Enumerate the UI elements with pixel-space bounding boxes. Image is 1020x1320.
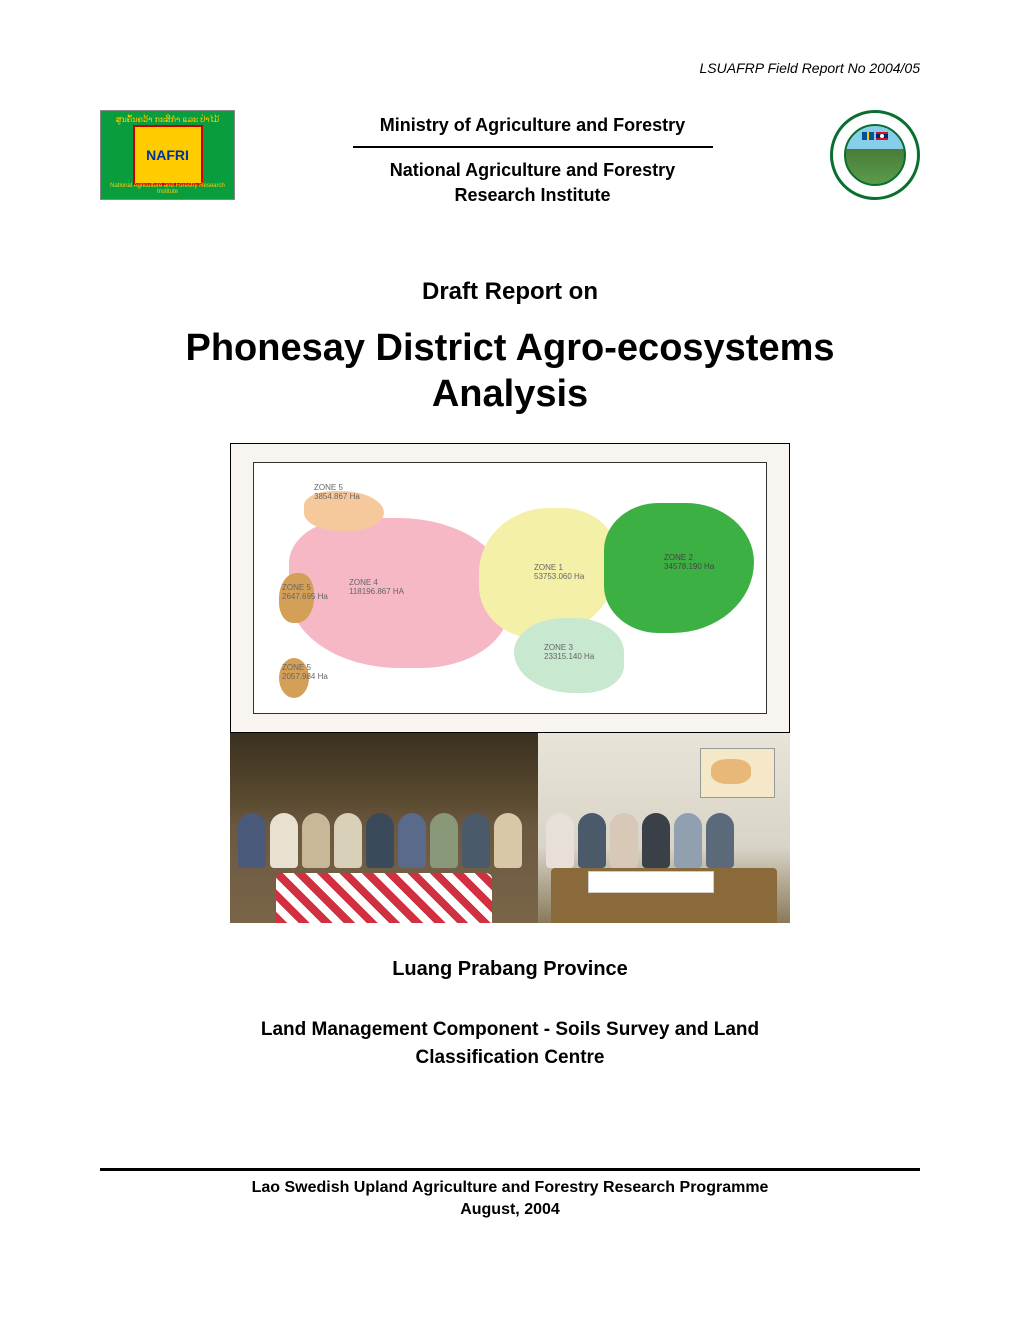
footer-divider bbox=[100, 1168, 920, 1171]
programme-name: Lao Swedish Upland Agriculture and Fores… bbox=[100, 1179, 920, 1197]
seal-inner-landscape bbox=[844, 124, 906, 186]
laos-flag-icon bbox=[876, 132, 888, 140]
papers-icon bbox=[588, 871, 714, 893]
tablecloth-icon bbox=[276, 873, 492, 923]
person-icon bbox=[462, 813, 490, 868]
zone4-name: ZONE 4 bbox=[349, 578, 378, 587]
zone2-name: ZONE 2 bbox=[664, 553, 693, 562]
zone-2-label: ZONE 2 34578.190 Ha bbox=[664, 553, 714, 571]
nafri-logo-top-text: ສູນຄົ້ນຄວ້າ ກະສິກຳ ແລະ ປ່າໄມ້ bbox=[101, 115, 234, 124]
seal-flags bbox=[846, 132, 904, 140]
village-meeting-photo bbox=[230, 733, 538, 923]
person-icon bbox=[302, 813, 330, 868]
zone5c-name: ZONE 5 bbox=[282, 663, 311, 672]
header-divider bbox=[353, 146, 713, 148]
main-title-line-2: Analysis bbox=[432, 373, 588, 415]
zone1-area: 53753.060 Ha bbox=[534, 572, 584, 581]
programme-seal-logo bbox=[830, 110, 920, 200]
zone5c-area: 2057.984 Ha bbox=[282, 672, 328, 681]
zone5-area: 3854.867 Ha bbox=[314, 492, 360, 501]
person-icon bbox=[706, 813, 734, 868]
institute-name: National Agriculture and Forestry Resear… bbox=[255, 158, 810, 208]
zone5-name: ZONE 5 bbox=[314, 483, 343, 492]
document-date: August, 2004 bbox=[100, 1201, 920, 1219]
nafri-logo-text: NAFRI bbox=[146, 147, 189, 163]
zone4-area: 118196.867 HA bbox=[349, 587, 404, 596]
nafri-logo-inner: NAFRI bbox=[133, 125, 203, 185]
office-meeting-photo bbox=[538, 733, 790, 923]
cover-figure: ZONE 5 3854.867 Ha ZONE 4 118196.867 HA … bbox=[230, 443, 790, 923]
person-icon bbox=[334, 813, 362, 868]
person-icon bbox=[494, 813, 522, 868]
person-icon bbox=[610, 813, 638, 868]
person-icon bbox=[674, 813, 702, 868]
province-name: Luang Prabang Province bbox=[100, 958, 920, 981]
zone5b-area: 2647.695 Ha bbox=[282, 592, 328, 601]
person-icon bbox=[366, 813, 394, 868]
component-line-2: Classification Centre bbox=[416, 1047, 605, 1068]
cover-photos-row bbox=[230, 733, 790, 923]
draft-report-label: Draft Report on bbox=[100, 278, 920, 306]
component-name: Land Management Component - Soils Survey… bbox=[100, 1016, 920, 1073]
person-icon bbox=[238, 813, 266, 868]
person-icon bbox=[430, 813, 458, 868]
zone-1-label: ZONE 1 53753.060 Ha bbox=[534, 563, 584, 581]
person-icon bbox=[270, 813, 298, 868]
zone2-area: 34578.190 Ha bbox=[664, 562, 714, 571]
ministry-name: Ministry of Agriculture and Forestry bbox=[255, 115, 810, 136]
main-title-line-1: Phonesay District Agro-ecosystems bbox=[185, 327, 834, 369]
document-main-title: Phonesay District Agro-ecosystems Analys… bbox=[100, 326, 920, 417]
zone5b-name: ZONE 5 bbox=[282, 583, 311, 592]
nafri-logo-bottom-text: National Agriculture and Forestry Resear… bbox=[101, 183, 234, 195]
zone-3-label: ZONE 3 23315.140 Ha bbox=[544, 643, 594, 661]
institute-line-1: National Agriculture and Forestry bbox=[390, 160, 675, 180]
district-zone-map: ZONE 5 3854.867 Ha ZONE 4 118196.867 HA … bbox=[230, 443, 790, 733]
zone-5c-label: ZONE 5 2057.984 Ha bbox=[282, 663, 328, 681]
zone-5b-label: ZONE 5 2647.695 Ha bbox=[282, 583, 328, 601]
nafri-logo: ສູນຄົ້ນຄວ້າ ກະສິກຳ ແລະ ປ່າໄມ້ NAFRI Nati… bbox=[100, 110, 235, 200]
sweden-flag-icon bbox=[862, 132, 874, 140]
zone3-area: 23315.140 Ha bbox=[544, 652, 594, 661]
map-frame: ZONE 5 3854.867 Ha ZONE 4 118196.867 HA … bbox=[253, 462, 767, 714]
header-center: Ministry of Agriculture and Forestry Nat… bbox=[255, 110, 810, 208]
person-icon bbox=[546, 813, 574, 868]
component-line-1: Land Management Component - Soils Survey… bbox=[261, 1019, 759, 1040]
zone1-name: ZONE 1 bbox=[534, 563, 563, 572]
seal-outer-ring bbox=[830, 110, 920, 200]
person-icon bbox=[398, 813, 426, 868]
document-header: ສູນຄົ້ນຄວ້າ ກະສິກຳ ແລະ ປ່າໄມ້ NAFRI Nati… bbox=[100, 110, 920, 208]
wall-map-icon bbox=[700, 748, 775, 798]
institute-line-2: Research Institute bbox=[454, 185, 610, 205]
person-icon bbox=[578, 813, 606, 868]
zone-5-label: ZONE 5 3854.867 Ha bbox=[314, 483, 360, 501]
field-report-number: LSUAFRP Field Report No 2004/05 bbox=[700, 60, 920, 76]
zone3-name: ZONE 3 bbox=[544, 643, 573, 652]
person-icon bbox=[642, 813, 670, 868]
zone-4-label: ZONE 4 118196.867 HA bbox=[349, 578, 404, 596]
